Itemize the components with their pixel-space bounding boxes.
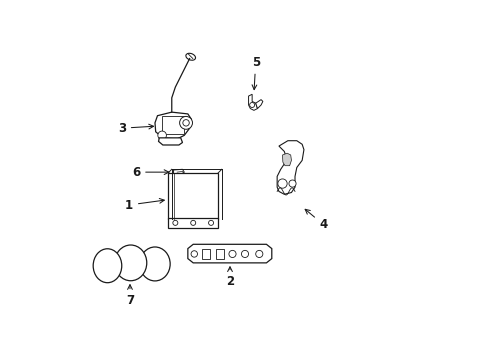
Circle shape: [103, 262, 110, 269]
Circle shape: [191, 251, 197, 257]
Bar: [217, 249, 224, 259]
Circle shape: [173, 220, 178, 225]
Polygon shape: [159, 138, 182, 145]
Text: 3: 3: [118, 122, 153, 135]
Circle shape: [158, 131, 167, 140]
Circle shape: [289, 180, 296, 187]
Polygon shape: [256, 100, 263, 109]
Circle shape: [229, 250, 236, 257]
Text: 7: 7: [126, 285, 134, 307]
Bar: [202, 249, 210, 259]
Text: 1: 1: [125, 198, 164, 212]
Circle shape: [105, 264, 109, 267]
Ellipse shape: [140, 247, 170, 281]
Polygon shape: [155, 112, 192, 139]
Text: 2: 2: [226, 267, 234, 288]
Ellipse shape: [93, 249, 122, 283]
Text: 5: 5: [251, 55, 260, 90]
Polygon shape: [283, 153, 292, 166]
Circle shape: [180, 116, 193, 129]
Ellipse shape: [186, 53, 196, 60]
Circle shape: [278, 179, 287, 188]
Bar: [168, 217, 218, 228]
Circle shape: [242, 250, 248, 257]
Circle shape: [209, 220, 214, 225]
Text: 4: 4: [305, 209, 328, 231]
Bar: [168, 173, 218, 219]
Circle shape: [191, 220, 196, 225]
Text: 6: 6: [132, 166, 169, 179]
Circle shape: [249, 103, 255, 108]
Bar: [162, 116, 184, 134]
Polygon shape: [248, 94, 258, 111]
Polygon shape: [277, 141, 304, 194]
Polygon shape: [173, 169, 184, 176]
Polygon shape: [188, 244, 272, 263]
Circle shape: [256, 250, 263, 257]
Circle shape: [183, 120, 189, 126]
Ellipse shape: [115, 245, 147, 281]
